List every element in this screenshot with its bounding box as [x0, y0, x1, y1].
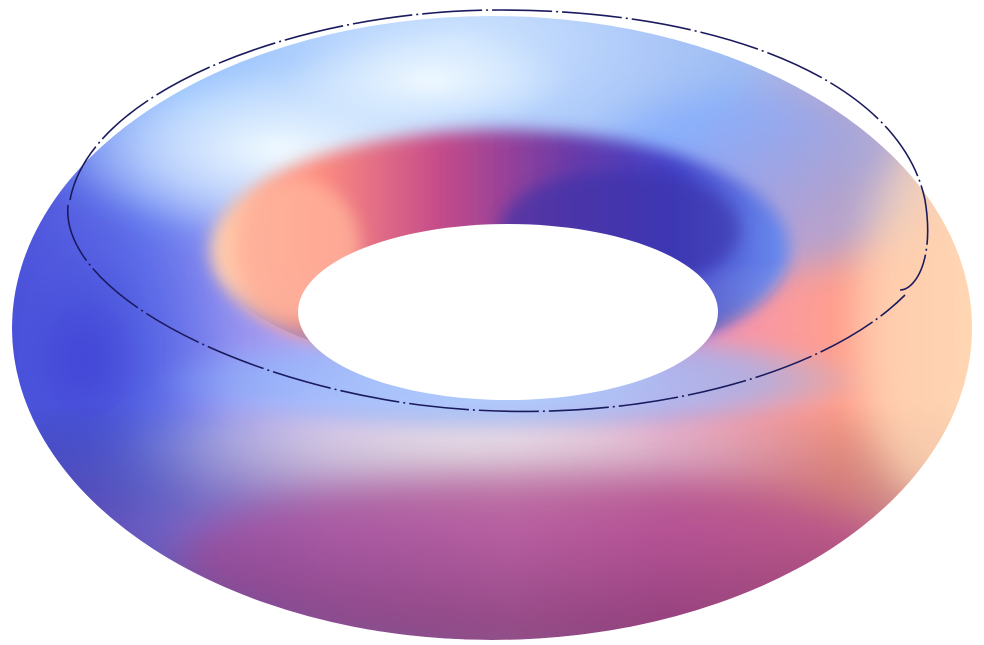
dashed-curve	[67, 9, 929, 413]
